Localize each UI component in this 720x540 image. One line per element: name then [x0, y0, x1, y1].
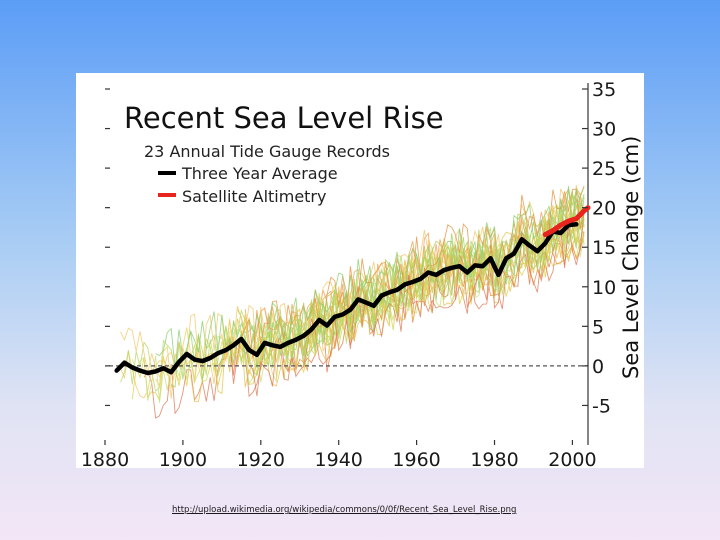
y-tick-label: 15	[592, 237, 616, 259]
x-tick-label: 1960	[392, 449, 440, 468]
y-tick-label: 35	[592, 79, 616, 101]
legend-label-three-year-average: Three Year Average	[181, 164, 338, 183]
legend-label-tide-records: 23 Annual Tide Gauge Records	[144, 142, 390, 161]
tide-gauge-records	[120, 184, 585, 419]
x-tick-label: 1880	[81, 449, 129, 468]
y-tick-label: 0	[592, 356, 604, 378]
source-link[interactable]: http://upload.wikimedia.org/wikipedia/co…	[172, 505, 517, 515]
x-tick-label: 1940	[315, 449, 363, 468]
series-line-three-year-average	[114, 222, 579, 376]
x-tick-label: 2000	[548, 449, 596, 468]
series-line-satellite-altimetry	[542, 205, 591, 238]
tide-gauge-record-line	[221, 204, 585, 367]
ticks-layer: 35 30 25 20 15 10 5 0 -5 1880 1900 1920 1940 1960 1980…	[81, 79, 616, 468]
x-tick-label: 1980	[470, 449, 518, 468]
tide-gauge-record-line	[155, 186, 585, 370]
y-tick-label: 20	[592, 198, 616, 220]
chart-title: Recent Sea Level Rise	[124, 101, 444, 135]
y-tick-label: -5	[592, 395, 611, 417]
sea-level-chart: 35 30 25 20 15 10 5 0 -5 1880 1900 1920 1940 1960 1980…	[76, 73, 644, 468]
y-axis-label: Sea Level Change (cm)	[619, 136, 643, 379]
y-tick-label: 25	[592, 158, 616, 180]
legend-label-satellite-altimetry: Satellite Altimetry	[182, 187, 326, 206]
y-tick-label: 10	[592, 277, 616, 299]
series-layer	[114, 205, 591, 376]
tide-gauge-record-line	[240, 188, 585, 359]
y-tick-label: 5	[592, 316, 604, 338]
tide-gauge-record-line	[131, 214, 585, 403]
y-tick-label: 30	[592, 119, 616, 141]
chart-figure: 35 30 25 20 15 10 5 0 -5 1880 1900 1920 1940 1960 1980…	[76, 73, 644, 468]
x-tick-label: 1900	[159, 449, 207, 468]
x-tick-label: 1920	[237, 449, 285, 468]
